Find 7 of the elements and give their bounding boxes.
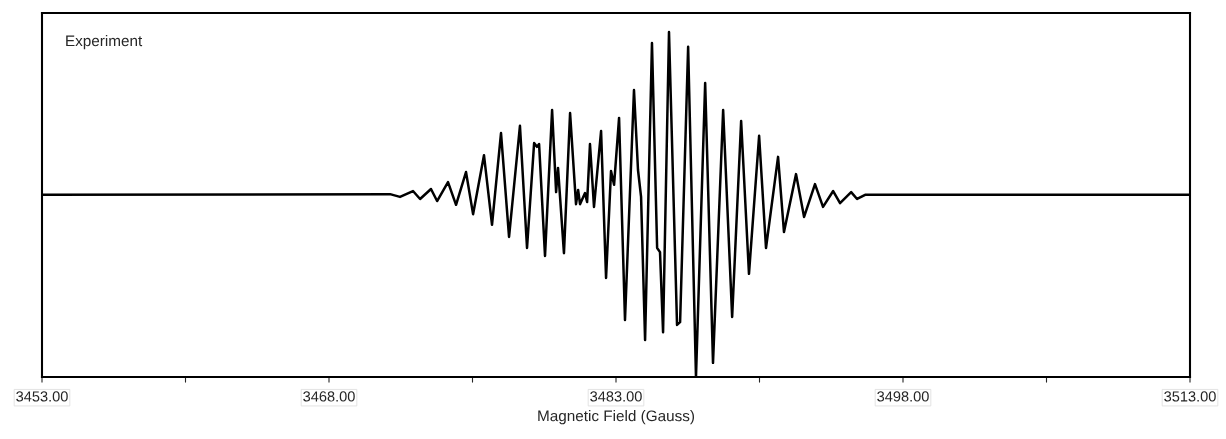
- x-axis-title: Magnetic Field (Gauss): [538, 410, 695, 425]
- x-tick-label: 3513.00: [1164, 391, 1216, 402]
- x-tick-label: 3468.00: [303, 391, 355, 402]
- annotation: Experiment: [66, 35, 143, 50]
- x-tick-label: 3483.00: [590, 391, 642, 402]
- x-tick-label: 3498.00: [877, 391, 929, 402]
- x-tick-label: 3453.00: [16, 391, 68, 402]
